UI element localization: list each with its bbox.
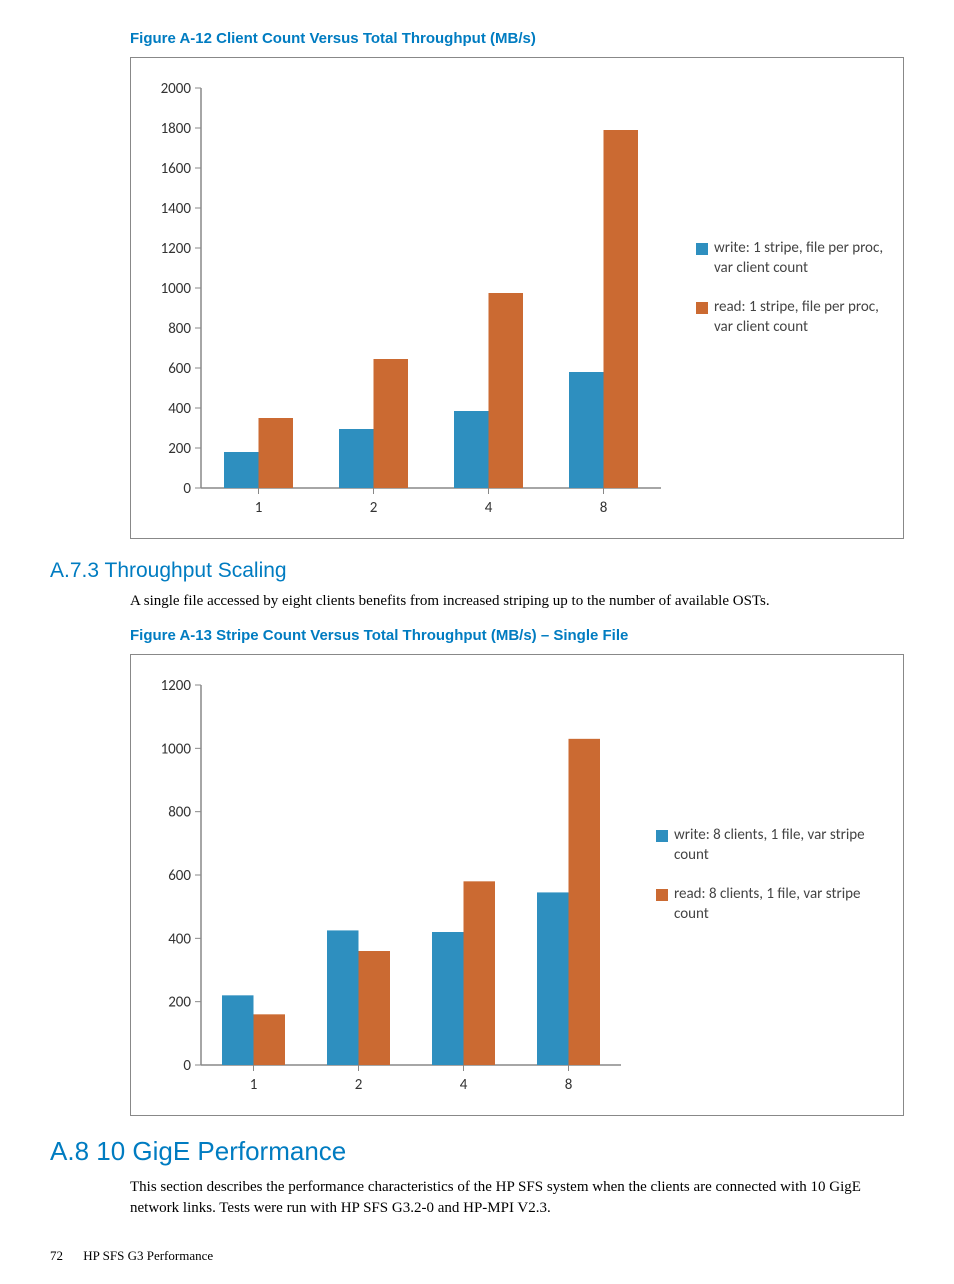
svg-text:1000: 1000	[161, 280, 192, 298]
section-a8-heading: A.8 10 GigE Performance	[50, 1136, 904, 1167]
section-a73-body: A single file accessed by eight clients …	[130, 591, 904, 611]
svg-text:0: 0	[183, 1057, 191, 1075]
svg-text:1200: 1200	[161, 677, 192, 695]
legend-label: write: 8 clients, 1 file, var stripe cou…	[674, 826, 893, 865]
svg-text:1800: 1800	[161, 120, 192, 138]
section-a8-body: This section describes the performance c…	[130, 1177, 904, 1218]
figure-a12-legend: write: 1 stripe, file per proc, var clie…	[696, 239, 893, 357]
section-a73-heading: A.7.3 Throughput Scaling	[50, 559, 904, 583]
legend-item: read: 8 clients, 1 file, var stripe coun…	[656, 885, 893, 924]
legend-swatch	[696, 302, 708, 314]
legend-item: write: 8 clients, 1 file, var stripe cou…	[656, 826, 893, 865]
footer-section-title: HP SFS G3 Performance	[83, 1248, 213, 1263]
svg-text:600: 600	[168, 360, 191, 378]
svg-text:8: 8	[565, 1076, 573, 1094]
svg-text:400: 400	[168, 400, 191, 418]
svg-text:1: 1	[250, 1076, 258, 1094]
svg-text:1000: 1000	[161, 741, 192, 759]
page-footer: 72 HP SFS G3 Performance	[50, 1248, 904, 1264]
figure-a12-plot: 0 200 400 600 800 1000 1200 1400 1600 1800 2000 1 2 4…	[141, 68, 681, 528]
svg-text:2: 2	[355, 1076, 363, 1094]
svg-text:400: 400	[168, 931, 191, 949]
svg-text:1400: 1400	[161, 200, 192, 218]
svg-text:1: 1	[255, 499, 263, 517]
svg-text:2: 2	[370, 499, 378, 517]
figure-a12-caption: Figure A-12 Client Count Versus Total Th…	[130, 30, 904, 47]
legend-swatch	[656, 889, 668, 901]
svg-text:1200: 1200	[161, 240, 192, 258]
svg-text:4: 4	[460, 1076, 468, 1094]
svg-text:2000: 2000	[161, 80, 192, 98]
svg-text:0: 0	[183, 480, 191, 498]
legend-label: read: 8 clients, 1 file, var stripe coun…	[674, 885, 893, 924]
legend-item: write: 1 stripe, file per proc, var clie…	[696, 239, 893, 278]
svg-text:8: 8	[600, 499, 608, 517]
legend-item: read: 1 stripe, file per proc, var clien…	[696, 298, 893, 337]
page-number: 72	[50, 1248, 80, 1264]
svg-text:4: 4	[485, 499, 493, 517]
svg-text:1600: 1600	[161, 160, 192, 178]
legend-label: write: 1 stripe, file per proc, var clie…	[714, 239, 893, 278]
svg-text:800: 800	[168, 320, 191, 338]
legend-label: read: 1 stripe, file per proc, var clien…	[714, 298, 893, 337]
legend-swatch	[656, 830, 668, 842]
figure-a12-chart-container: 0 200 400 600 800 1000 1200 1400 1600 1800 2000 1 2 4…	[130, 57, 904, 539]
figure-a13-chart-container: 0 200 400 600 800 1000 1200 1 2 4 8 write: 8 clien…	[130, 654, 904, 1116]
figure-a13-legend: write: 8 clients, 1 file, var stripe cou…	[656, 826, 893, 944]
figure-a13-caption: Figure A-13 Stripe Count Versus Total Th…	[130, 627, 904, 644]
svg-text:200: 200	[168, 440, 191, 458]
legend-swatch	[696, 243, 708, 255]
svg-text:600: 600	[168, 867, 191, 885]
figure-a13-plot: 0 200 400 600 800 1000 1200 1 2 4 8	[141, 665, 641, 1105]
svg-text:800: 800	[168, 804, 191, 822]
svg-text:200: 200	[168, 994, 191, 1012]
